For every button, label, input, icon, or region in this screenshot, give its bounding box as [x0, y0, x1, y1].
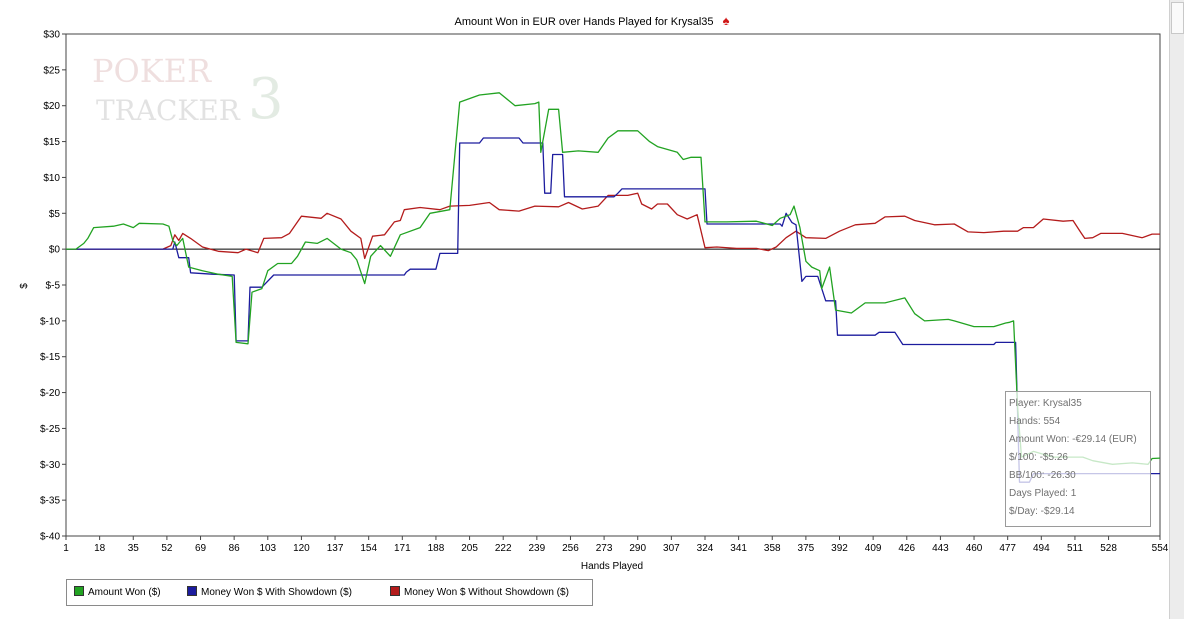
- x-tick-label: 256: [562, 543, 579, 554]
- legend-swatch-red: [390, 586, 400, 596]
- x-tick-label: 273: [596, 543, 613, 554]
- vertical-scrollbar[interactable]: [1169, 0, 1184, 619]
- y-axis-label: $: [19, 283, 30, 289]
- x-tick-label: 69: [195, 543, 207, 554]
- x-tick-label: 554: [1152, 543, 1169, 554]
- x-tick-label: 511: [1067, 543, 1083, 554]
- logo-line2: TRACKER: [96, 94, 241, 127]
- x-tick-label: 528: [1100, 543, 1117, 554]
- x-tick-label: 290: [629, 543, 646, 554]
- x-tick-label: 171: [394, 543, 411, 554]
- y-tick-label: $-35: [40, 496, 60, 507]
- stats-per-100: $/100: -$5.26: [1009, 452, 1068, 463]
- x-tick-label: 392: [831, 543, 848, 554]
- y-tick-label: $-40: [40, 532, 60, 543]
- legend-swatch-green: [74, 586, 84, 596]
- y-tick-label: $0: [49, 245, 61, 256]
- series-group: [66, 92, 1161, 483]
- x-tick-label: 103: [259, 543, 276, 554]
- x-tick-label: 239: [528, 543, 545, 554]
- series-line-amount-won: [66, 92, 1161, 465]
- stats-tooltip: Player: Krysal35 Hands: 554 Amount Won: …: [1005, 391, 1151, 527]
- y-tick-label: $-5: [46, 281, 61, 292]
- stats-player: Player: Krysal35: [1009, 398, 1082, 409]
- y-tick-label: $20: [43, 101, 60, 112]
- stats-bb-per-100: BB/100: -26.30: [1009, 470, 1076, 481]
- x-tick-label: 18: [94, 543, 106, 554]
- chart-legend: Amount Won ($) Money Won $ With Showdown…: [66, 579, 593, 606]
- x-tick-label: 375: [798, 543, 815, 554]
- x-tick-label: 358: [764, 543, 781, 554]
- x-tick-label: 120: [293, 543, 310, 554]
- legend-item-with-showdown[interactable]: Money Won $ With Showdown ($): [187, 586, 352, 598]
- legend-label: Money Won $ With Showdown ($): [201, 587, 352, 598]
- x-axis: 1 18 35 52 69 86 103 120 137 154 171 188 205 222 239 25…: [63, 536, 1169, 554]
- x-tick-label: 86: [229, 543, 241, 554]
- x-tick-label: 307: [663, 543, 680, 554]
- x-tick-label: 443: [932, 543, 949, 554]
- stats-hands: Hands: 554: [1009, 416, 1061, 427]
- spade-icon: ♠: [722, 13, 730, 28]
- x-tick-label: 222: [495, 543, 512, 554]
- x-tick-label: 324: [697, 543, 714, 554]
- y-axis: $30 $25 $20 $15 $10 $5 $0 $-5 $-10 $-15 $-20 $-25 $-…: [40, 30, 66, 543]
- x-tick-label: 460: [966, 543, 983, 554]
- y-tick-label: $-20: [40, 388, 60, 399]
- y-tick-label: $-25: [40, 424, 60, 435]
- x-tick-label: 188: [428, 543, 445, 554]
- chart-title: Amount Won in EUR over Hands Played for …: [0, 13, 1184, 28]
- x-tick-label: 137: [327, 543, 344, 554]
- x-tick-label: 1: [63, 543, 69, 554]
- x-tick-label: 52: [161, 543, 173, 554]
- legend-label: Amount Won ($): [88, 587, 161, 598]
- stats-per-day: $/Day: -$29.14: [1009, 506, 1075, 517]
- y-tick-label: $-15: [40, 352, 60, 363]
- y-tick-label: $25: [43, 65, 60, 76]
- legend-item-without-showdown[interactable]: Money Won $ Without Showdown ($): [390, 586, 569, 598]
- series-line-with-showdown: [66, 137, 1160, 483]
- legend-swatch-blue: [187, 586, 197, 596]
- y-tick-label: $-10: [40, 316, 60, 327]
- logo-line1: POKER: [92, 52, 212, 90]
- y-tick-label: $15: [43, 137, 60, 148]
- x-tick-label: 426: [898, 543, 915, 554]
- x-tick-label: 154: [360, 543, 377, 554]
- poker-tracker-logo: POKER TRACKER 3: [92, 52, 284, 132]
- y-tick-label: $30: [43, 30, 60, 41]
- x-tick-label: 341: [730, 543, 747, 554]
- y-tick-label: $5: [49, 209, 61, 220]
- series-line-without-showdown: [66, 192, 1160, 260]
- y-tick-label: $10: [43, 173, 60, 184]
- legend-item-amount-won[interactable]: Amount Won ($): [74, 586, 161, 598]
- stats-days-played: Days Played: 1: [1009, 488, 1077, 499]
- x-axis-label: Hands Played: [581, 561, 643, 572]
- x-tick-label: 205: [461, 543, 478, 554]
- x-tick-label: 494: [1033, 543, 1050, 554]
- x-tick-label: 409: [865, 543, 882, 554]
- legend-label: Money Won $ Without Showdown ($): [404, 587, 569, 598]
- x-tick-label: 477: [999, 543, 1016, 554]
- y-tick-label: $-30: [40, 460, 60, 471]
- x-tick-label: 35: [128, 543, 140, 554]
- scrollbar-thumb[interactable]: [1171, 2, 1184, 34]
- logo-mark: 3: [248, 67, 284, 132]
- chart-title-text: Amount Won in EUR over Hands Played for …: [454, 16, 714, 28]
- stats-amount-won: Amount Won: -€29.14 (EUR): [1009, 434, 1137, 445]
